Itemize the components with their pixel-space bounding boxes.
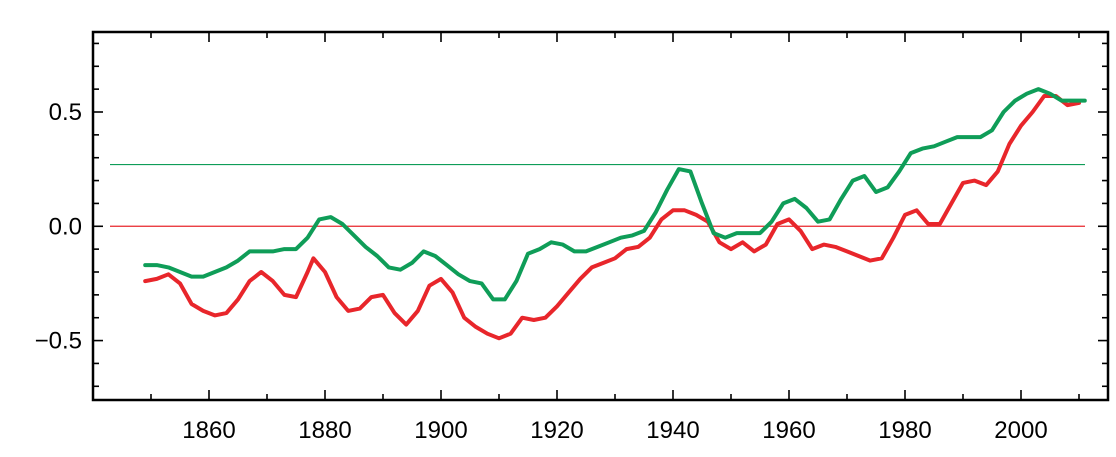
x-tick-label: 1860 xyxy=(182,417,235,444)
y-tick-label: 0.0 xyxy=(49,213,82,240)
x-tick-label: 2000 xyxy=(994,417,1047,444)
y-tick-label: 0.5 xyxy=(49,99,82,126)
series-line-0 xyxy=(143,94,1081,341)
x-tick-label: 1940 xyxy=(646,417,699,444)
x-tick-label: 1960 xyxy=(762,417,815,444)
y-tick-label: −0.5 xyxy=(35,328,82,355)
x-tick-label: 1980 xyxy=(878,417,931,444)
axis-ticks xyxy=(93,32,1108,400)
x-tick-label: 1900 xyxy=(414,417,467,444)
series-group xyxy=(143,87,1087,341)
x-tick-label: 1880 xyxy=(298,417,351,444)
reference-lines xyxy=(110,163,1085,227)
tick-labels: 1860 1880 1900 1920 1940 1960 1980 2000 −0.5 0.0 0… xyxy=(35,99,1048,444)
x-tick-label: 1920 xyxy=(530,417,583,444)
plot-frame xyxy=(91,30,1110,402)
series-line-1 xyxy=(143,87,1087,302)
